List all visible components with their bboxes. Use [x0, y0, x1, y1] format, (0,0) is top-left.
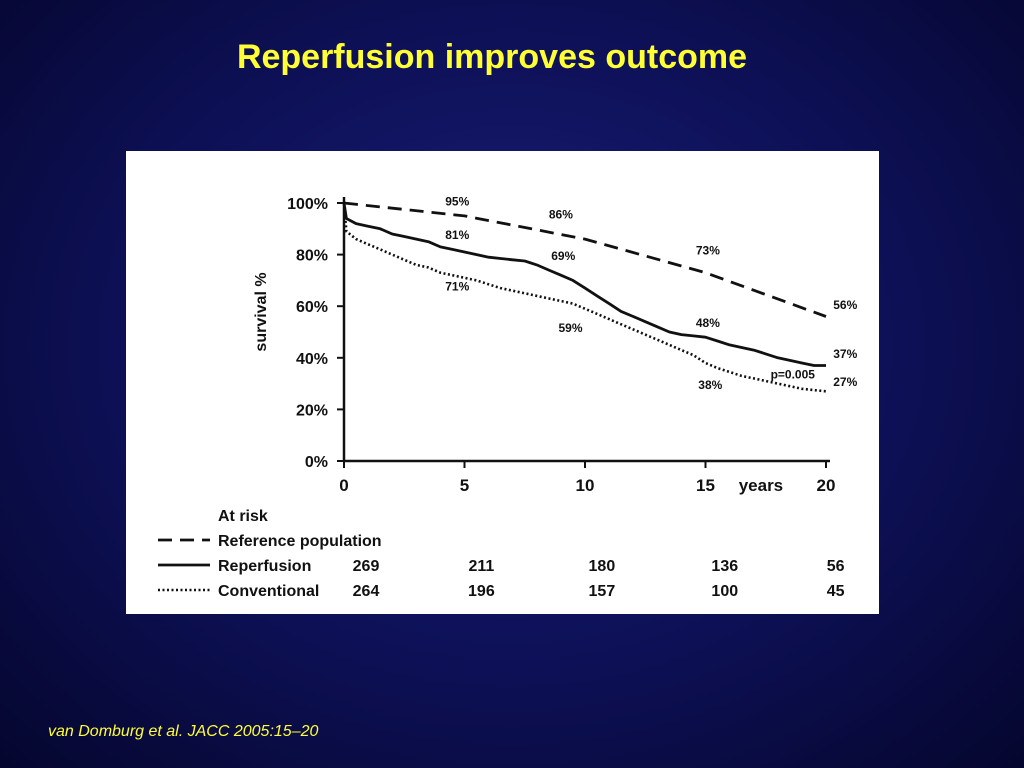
- x-tick-label: 20: [817, 476, 836, 495]
- x-axis-label: years: [739, 476, 783, 495]
- at-risk-value: 264: [353, 583, 380, 600]
- series-line-conventional: [342, 202, 827, 393]
- legend-label: Reperfusion: [218, 558, 311, 575]
- x-tick-label: 15: [696, 476, 715, 495]
- y-tick-label: 80%: [296, 248, 328, 265]
- at-risk-value: 100: [711, 583, 738, 600]
- x-tick-label: 5: [460, 476, 469, 495]
- at-risk-title: At risk: [218, 508, 268, 525]
- slide-title: Reperfusion improves outcome: [236, 38, 748, 76]
- at-risk-value: 269: [353, 558, 380, 575]
- data-label: 56%: [833, 298, 857, 312]
- data-label: 73%: [696, 244, 720, 258]
- x-tick-label: 0: [339, 476, 348, 495]
- at-risk-value: 180: [589, 558, 616, 575]
- y-tick-label: 40%: [296, 351, 328, 368]
- data-label: 48%: [696, 316, 720, 330]
- x-tick-label: 10: [576, 476, 595, 495]
- data-label: p=0.005: [771, 367, 816, 381]
- at-risk-value: 56: [827, 558, 845, 575]
- y-tick-label: 0%: [305, 454, 328, 471]
- data-label: 59%: [558, 321, 582, 335]
- survival-chart: 0% 20% 40% 60% 80% 100% 0 5 10 15 20 years survival …: [158, 195, 858, 600]
- at-risk-value: 211: [468, 558, 494, 575]
- legend-label: Reference population: [218, 533, 382, 550]
- data-label: 81%: [445, 228, 469, 242]
- legend-label: Conventional: [218, 583, 319, 600]
- data-label: 71%: [445, 280, 469, 294]
- citation: van Domburg et al. JACC 2005:15–20: [48, 723, 319, 740]
- data-label: 86%: [549, 207, 573, 221]
- data-label: 38%: [698, 378, 722, 392]
- y-axis-label: survival %: [253, 272, 270, 351]
- y-tick-label: 100%: [287, 196, 328, 213]
- series-line-reference-population: [343, 201, 827, 318]
- data-label: 95%: [445, 195, 469, 209]
- at-risk-value: 45: [827, 583, 845, 600]
- series-line-reperfusion: [342, 202, 826, 367]
- data-label: 37%: [833, 347, 857, 361]
- chart-panel: 0% 20% 40% 60% 80% 100% 0 5 10 15 20 years survival …: [126, 151, 879, 614]
- at-risk-value: 196: [468, 583, 495, 600]
- y-tick-label: 60%: [296, 299, 328, 316]
- data-label: 69%: [551, 249, 575, 263]
- data-label: 27%: [833, 375, 857, 389]
- y-tick-label: 20%: [296, 402, 328, 419]
- at-risk-value: 136: [711, 558, 738, 575]
- at-risk-value: 157: [589, 583, 616, 600]
